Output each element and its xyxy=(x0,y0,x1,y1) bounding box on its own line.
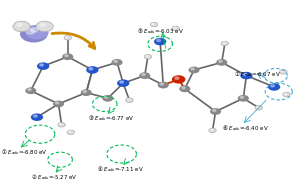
Text: ⑤ $\mathit{E}_\mathrm{ads}$=-6.03 eV: ⑤ $\mathit{E}_\mathrm{ads}$=-6.03 eV xyxy=(137,26,184,36)
Circle shape xyxy=(53,101,64,107)
Circle shape xyxy=(240,96,244,98)
Circle shape xyxy=(64,36,71,40)
Circle shape xyxy=(283,92,290,97)
Circle shape xyxy=(40,64,43,66)
Circle shape xyxy=(175,77,179,79)
Circle shape xyxy=(182,87,185,89)
Circle shape xyxy=(117,79,129,87)
Circle shape xyxy=(160,83,164,85)
Circle shape xyxy=(210,108,221,115)
Circle shape xyxy=(219,60,222,62)
Text: ① $\mathit{E}_\mathrm{ads}$=-6.80 eV: ① $\mathit{E}_\mathrm{ads}$=-6.80 eV xyxy=(1,147,47,157)
Circle shape xyxy=(26,29,34,34)
Circle shape xyxy=(89,68,93,70)
Text: ⑥ $\mathit{E}_\mathrm{ads}$=-6.40 eV: ⑥ $\mathit{E}_\mathrm{ads}$=-6.40 eV xyxy=(222,123,269,132)
Circle shape xyxy=(139,72,150,79)
Circle shape xyxy=(17,23,22,26)
Circle shape xyxy=(40,23,45,26)
Circle shape xyxy=(62,53,73,60)
Circle shape xyxy=(65,55,68,57)
Text: ③ $\mathit{E}_\mathrm{ads}$=-6.77 eV: ③ $\mathit{E}_\mathrm{ads}$=-6.77 eV xyxy=(88,113,134,123)
Circle shape xyxy=(173,27,176,28)
Circle shape xyxy=(31,113,43,121)
Circle shape xyxy=(86,66,99,74)
Circle shape xyxy=(34,115,37,117)
Circle shape xyxy=(67,130,75,135)
Circle shape xyxy=(81,89,92,96)
Circle shape xyxy=(28,89,31,91)
Circle shape xyxy=(120,81,124,83)
Circle shape xyxy=(240,72,253,79)
Circle shape xyxy=(58,122,65,127)
Circle shape xyxy=(37,62,49,70)
Circle shape xyxy=(142,74,145,76)
Circle shape xyxy=(83,91,87,93)
Circle shape xyxy=(154,38,166,45)
Circle shape xyxy=(152,23,154,25)
Text: ④ $\mathit{E}_\mathrm{ads}$=-7.11 eV: ④ $\mathit{E}_\mathrm{ads}$=-7.11 eV xyxy=(97,164,144,174)
Circle shape xyxy=(257,106,259,108)
Circle shape xyxy=(223,42,225,43)
Circle shape xyxy=(172,75,185,84)
Circle shape xyxy=(172,26,179,31)
Circle shape xyxy=(146,55,148,57)
Circle shape xyxy=(30,28,38,32)
Circle shape xyxy=(20,26,48,43)
Circle shape xyxy=(25,25,49,39)
Circle shape xyxy=(213,109,216,112)
Text: ⑦ $\mathit{E}_\mathrm{ads}$=-6.07 eV: ⑦ $\mathit{E}_\mathrm{ads}$=-6.07 eV xyxy=(234,69,281,79)
Circle shape xyxy=(179,85,190,92)
Circle shape xyxy=(221,41,229,46)
Circle shape xyxy=(255,105,262,110)
Circle shape xyxy=(271,85,274,87)
Circle shape xyxy=(284,93,287,94)
Circle shape xyxy=(158,82,169,88)
Circle shape xyxy=(13,21,30,32)
Circle shape xyxy=(127,99,130,100)
Circle shape xyxy=(114,60,117,62)
Circle shape xyxy=(144,54,152,59)
Text: ② $\mathit{E}_\mathrm{ads}$=-5.27 eV: ② $\mathit{E}_\mathrm{ads}$=-5.27 eV xyxy=(31,172,77,182)
Circle shape xyxy=(191,68,194,70)
Circle shape xyxy=(150,22,158,27)
Circle shape xyxy=(280,70,287,74)
Circle shape xyxy=(59,123,62,125)
Circle shape xyxy=(209,128,216,133)
Circle shape xyxy=(36,21,53,32)
Circle shape xyxy=(268,83,280,91)
Circle shape xyxy=(238,95,249,102)
Circle shape xyxy=(69,131,71,132)
Circle shape xyxy=(243,73,247,76)
Circle shape xyxy=(102,95,113,102)
Circle shape xyxy=(111,59,123,66)
Circle shape xyxy=(157,39,160,42)
Circle shape xyxy=(55,102,59,104)
Circle shape xyxy=(105,96,108,98)
Circle shape xyxy=(126,98,133,102)
Circle shape xyxy=(25,87,36,94)
Circle shape xyxy=(281,70,284,72)
Circle shape xyxy=(66,36,68,38)
Circle shape xyxy=(188,67,200,73)
Circle shape xyxy=(210,129,213,130)
Circle shape xyxy=(216,59,227,66)
